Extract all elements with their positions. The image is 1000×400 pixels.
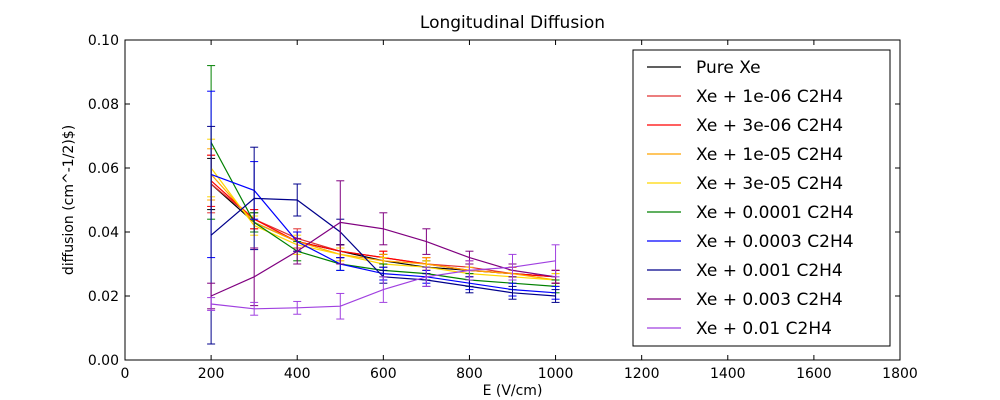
legend-label: Xe + 0.001 C2H4	[696, 261, 843, 281]
axes-frame	[124, 39, 901, 361]
series-9	[207, 244, 560, 320]
x-tick-label: 1200	[624, 366, 660, 382]
legend-label: Xe + 3e-06 C2H4	[696, 116, 843, 136]
legend: Pure Xe Xe + 1e-06 C2H4 Xe + 3e-06 C2H4 Xe …	[632, 49, 891, 347]
x-axis-label: E (V/cm)	[483, 383, 543, 399]
x-tick-label: 1600	[796, 366, 832, 382]
x-tick-label: 1800	[882, 366, 918, 382]
legend-label: Xe + 0.003 C2H4	[696, 290, 843, 310]
legend-label: Xe + 1e-06 C2H4	[696, 87, 843, 107]
y-tick-label: 0.10	[88, 33, 119, 49]
legend-label: Xe + 3e-05 C2H4	[696, 174, 843, 194]
chart-title: Longitudinal Diffusion	[420, 13, 605, 33]
legend-label: Xe + 0.0003 C2H4	[696, 232, 854, 252]
y-tick-label: 0.00	[88, 353, 119, 369]
x-tick-label: 600	[370, 366, 397, 382]
series-line	[210, 221, 556, 297]
series-line	[211, 260, 556, 310]
y-tick-label: 0.06	[88, 161, 119, 177]
legend-label: Pure Xe	[696, 58, 761, 78]
x-tick-label: 400	[284, 366, 311, 382]
y-tick-label: 0.08	[88, 97, 119, 113]
legend-label: Xe + 0.01 C2H4	[696, 319, 832, 339]
legend-label: Xe + 1e-05 C2H4	[696, 145, 843, 165]
y-tick-label: 0.02	[88, 289, 119, 305]
x-tick-label: 1400	[710, 366, 746, 382]
legend-box	[632, 49, 891, 347]
x-tick-label: 200	[198, 366, 225, 382]
x-tick-label: 800	[456, 366, 483, 382]
plot-area	[207, 65, 560, 345]
x-tick-label: 0	[121, 366, 130, 382]
legend-label: Xe + 0.0001 C2H4	[696, 203, 854, 223]
y-axis-label: diffusion (cm^-1/2)$)	[61, 125, 77, 275]
x-tick-label: 1000	[538, 366, 574, 382]
y-tick-label: 0.04	[88, 225, 119, 241]
axis-ticks: 0 200 400 600 800 1000 1200 1400 1600 1800 0.00 0.0…	[88, 33, 918, 382]
